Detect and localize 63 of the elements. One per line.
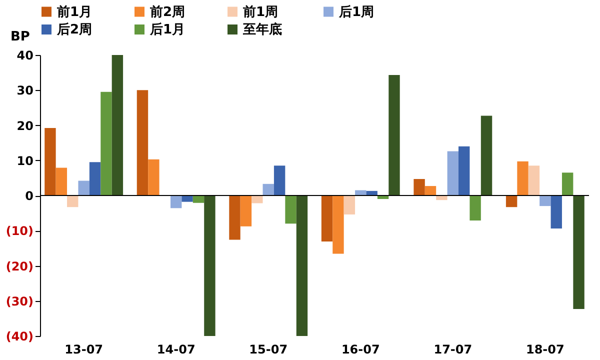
y-tick-label: (30) [6, 294, 34, 308]
bar [344, 196, 356, 214]
bar [528, 166, 540, 196]
legend-label: 后1周 [338, 4, 374, 20]
bar [44, 128, 56, 196]
bar [136, 90, 148, 196]
bar [274, 166, 286, 196]
x-tick-label: 13-07 [64, 342, 104, 356]
legend-label: 后2周 [56, 22, 92, 38]
bar [550, 196, 562, 229]
bar [436, 196, 448, 200]
bar [470, 196, 481, 220]
bar [414, 178, 425, 196]
bar [182, 196, 193, 202]
bar [148, 159, 160, 196]
bar [562, 172, 574, 196]
legend-label: 至年底 [242, 22, 282, 38]
bar [67, 196, 78, 208]
bar [332, 196, 344, 254]
bar [78, 180, 90, 196]
bar [204, 196, 216, 336]
y-tick-label: 20 [16, 118, 34, 133]
bar [262, 184, 274, 196]
legend-label: 前1月 [56, 4, 92, 20]
bar [285, 196, 296, 224]
y-axis-title: BP [10, 30, 30, 44]
x-tick-label: 14-07 [156, 342, 196, 356]
y-tick-label: (10) [6, 224, 34, 238]
bar [240, 196, 252, 226]
bar [424, 186, 436, 196]
x-tick-label: 16-07 [341, 342, 380, 356]
bar [56, 168, 68, 196]
y-tick-label: (20) [6, 259, 34, 274]
bar [480, 116, 492, 196]
x-tick-label: 17-07 [434, 342, 472, 356]
x-tick-label: 15-07 [249, 342, 288, 356]
y-tick-label: 10 [16, 154, 34, 168]
legend-label: 前1周 [242, 4, 278, 20]
bar [100, 92, 112, 196]
bar [296, 196, 308, 336]
bar [252, 196, 263, 204]
bar [229, 196, 240, 240]
y-tick-label: 40 [16, 48, 34, 62]
bar [517, 161, 528, 196]
bar [355, 190, 366, 196]
bar [506, 196, 518, 208]
y-tick-label: 0 [25, 189, 34, 203]
bar [447, 151, 459, 196]
y-tick-label: 30 [16, 84, 34, 98]
bar [321, 196, 333, 242]
bar [89, 162, 101, 196]
bar [458, 146, 470, 196]
bar [170, 196, 182, 208]
legend-label: 后1月 [149, 22, 186, 38]
bar [366, 190, 378, 196]
bar [388, 75, 400, 196]
bar [112, 55, 124, 196]
bar [540, 196, 551, 206]
legend-label: 前2周 [149, 4, 186, 20]
bar [573, 196, 584, 309]
y-tick-label: (40) [6, 330, 34, 344]
bar [192, 196, 204, 203]
x-tick-label: 18-07 [526, 342, 564, 356]
